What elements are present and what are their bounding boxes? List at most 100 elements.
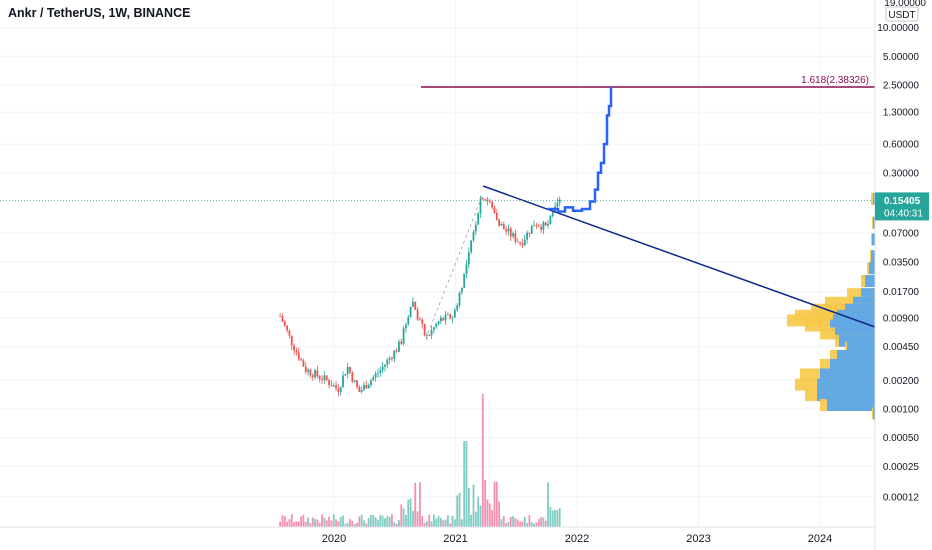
candle-body (290, 335, 293, 346)
candle-body (307, 369, 309, 372)
candle-body (416, 309, 419, 320)
candle-body (533, 225, 535, 227)
candle-body (328, 380, 330, 386)
volume-bar (374, 517, 377, 527)
time-axis[interactable]: 2020 2021 2022 2023 2024 (0, 526, 875, 545)
candle-body (363, 384, 365, 390)
price-tick-label: 0.00012 (883, 492, 920, 503)
candle-body (486, 199, 489, 201)
candle-body (358, 387, 361, 392)
candle-body (300, 359, 302, 361)
candle-body (395, 350, 398, 352)
candle-body (344, 374, 347, 376)
candle-body (535, 225, 538, 227)
candle-body (463, 273, 466, 288)
candle-body (495, 212, 498, 220)
candle-body (400, 341, 403, 344)
candle-body (453, 310, 456, 318)
price-tick-label: 0.00200 (883, 376, 920, 387)
profile-row-buy (817, 378, 875, 391)
fib-label: 1.618(2.38326) (801, 75, 869, 86)
volume-bar (290, 514, 293, 527)
volume-bar (512, 516, 515, 527)
time-tick-label: 2024 (808, 533, 832, 545)
candle-body (365, 384, 368, 389)
volume-bar (330, 520, 333, 527)
volume-bar (293, 522, 295, 527)
candle-body (283, 321, 286, 326)
volume-bar (283, 516, 286, 527)
candle-body (444, 314, 447, 321)
candle-body (297, 352, 300, 360)
time-tick-label: 2021 (443, 533, 467, 545)
volume-bar (442, 520, 445, 527)
candle-body (428, 335, 431, 336)
candle-body (381, 366, 384, 371)
volume-bar (514, 518, 517, 527)
volume-bar (370, 514, 372, 527)
volume-bars (279, 394, 561, 527)
candle-body (481, 198, 484, 200)
volume-bar (384, 518, 386, 527)
volume-bar (419, 482, 421, 527)
volume-bar (335, 519, 337, 527)
volume-bar (453, 519, 456, 527)
candle-body (465, 264, 468, 274)
volume-bar (414, 482, 417, 527)
price-tick-label: 0.03500 (883, 257, 920, 268)
volume-bar (351, 521, 354, 527)
volume-bar (358, 516, 361, 527)
profile-row-buy (873, 192, 875, 205)
volume-bar (360, 514, 363, 527)
profile-row-buy (865, 274, 875, 287)
candle-body (493, 207, 496, 213)
volume-bar (456, 495, 459, 527)
candle-body (458, 292, 461, 306)
volume-bar (430, 521, 433, 527)
volume-bar (307, 517, 309, 527)
profile-row-buy (873, 216, 875, 229)
volume-bar (486, 499, 489, 527)
volume-bar (554, 509, 556, 527)
volume-bar (477, 496, 480, 527)
volume-bar (286, 521, 289, 527)
volume-bar (493, 481, 496, 527)
volume-bar (316, 519, 319, 527)
candle-body (332, 385, 335, 387)
volume-bar (463, 441, 466, 527)
candle-body (460, 287, 463, 293)
price-tick-label: 0.00450 (883, 342, 920, 353)
candle-body (477, 213, 480, 225)
candle-body (451, 317, 454, 319)
volume-bar (526, 523, 528, 527)
candle-body (321, 378, 323, 381)
candle-body (377, 373, 379, 374)
candle-body (316, 370, 319, 377)
candle-body (528, 232, 531, 234)
volume-bar (537, 519, 540, 527)
drawings[interactable]: 1.618(2.38326) (0, 75, 876, 339)
volume-bar (423, 522, 426, 527)
price-tick-label: 10.00000 (877, 23, 919, 34)
volume-bar (297, 521, 300, 527)
volume-bar (540, 517, 542, 527)
price-tick-label: 0.01700 (883, 287, 920, 298)
grid (0, 0, 875, 527)
candle-body (360, 389, 363, 392)
candle-body (446, 314, 449, 316)
candle-body (516, 241, 519, 243)
volume-bar (395, 523, 398, 527)
volume-bar (500, 519, 503, 527)
volume-bar (367, 517, 370, 527)
volume-bar (451, 515, 454, 527)
profile-row-buy (827, 399, 875, 412)
volume-bar (386, 516, 389, 527)
candle-body (526, 232, 528, 240)
candle-body (523, 239, 526, 246)
profile-row-buy (871, 250, 875, 263)
candle-body (393, 350, 396, 360)
candle-body (544, 222, 547, 226)
